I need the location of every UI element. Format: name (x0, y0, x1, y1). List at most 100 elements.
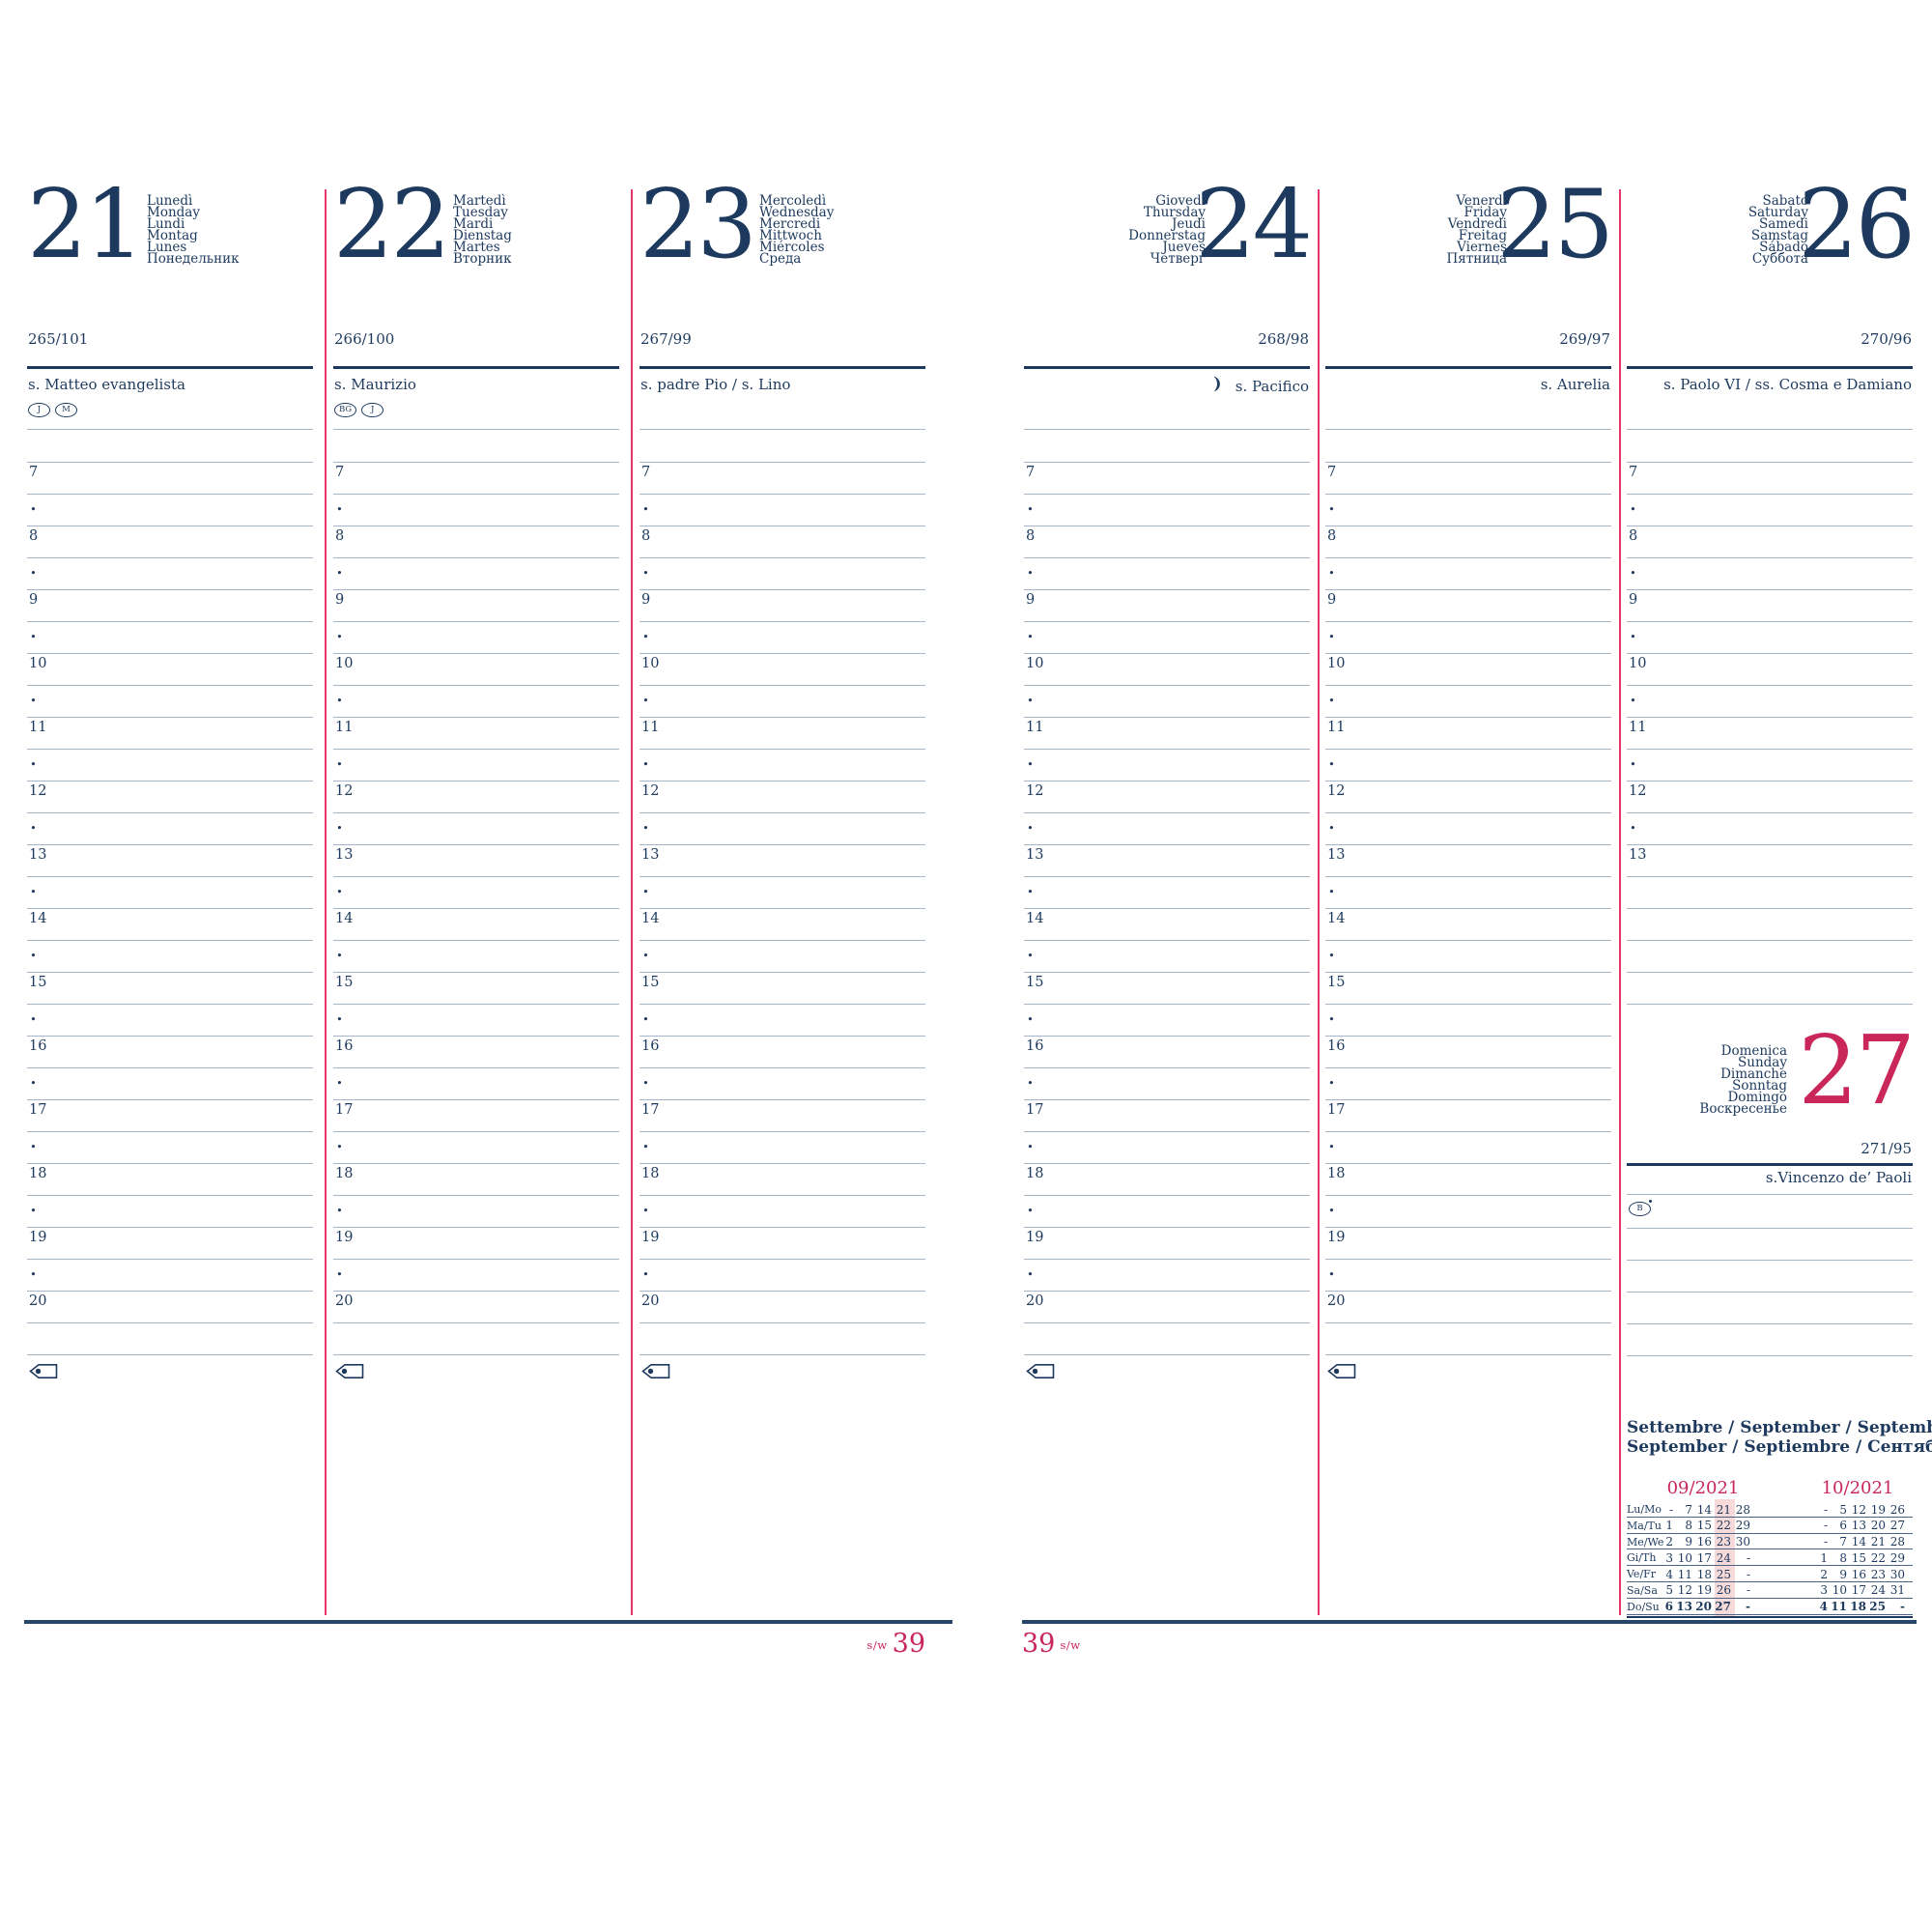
half-hour-dot: • (1328, 1076, 1335, 1090)
hour-label: 7 (1026, 465, 1036, 480)
half-hour-row: • (639, 1005, 925, 1037)
sunday-block: 27 Domenica Sunday Dimanche Sonntag Domingo Во… (1627, 1024, 1916, 1418)
day-name: Воскресенье (1699, 1101, 1787, 1118)
calendar-date-cell: 17 (1696, 1550, 1712, 1565)
day-number: 25 (1496, 170, 1614, 280)
calendar-date-cell: 14 (1696, 1502, 1712, 1517)
hour-row: 8 (1325, 526, 1611, 558)
calendar-date-cell: 9 (1839, 1567, 1847, 1581)
hour-row: 12 (639, 781, 925, 813)
saint-area: s. Aurelia (1325, 369, 1611, 463)
day-name: Sábado (1759, 240, 1808, 256)
hour-label: 20 (29, 1293, 47, 1309)
half-hour-dot: • (1027, 885, 1034, 898)
rule-line (639, 429, 925, 430)
day-name: Пятница (1446, 251, 1507, 268)
week-number: 39 (892, 1629, 925, 1659)
hour-row: 12 (1627, 781, 1913, 813)
blank-ruled-row (1627, 973, 1913, 1005)
day-name: Friday (1463, 205, 1507, 221)
day-name: Samstag (1750, 228, 1808, 244)
day-name: Freitag (1458, 228, 1507, 244)
blank-ruled-row (1024, 1323, 1310, 1355)
half-hour-row: • (1325, 1068, 1611, 1100)
calendar-date-cell: 13 (1676, 1600, 1692, 1614)
hour-row: 8 (639, 526, 925, 558)
blank-ruled-row (27, 1323, 313, 1355)
calendar-date-cell: 5 (1839, 1502, 1847, 1517)
hour-label: 17 (1327, 1102, 1346, 1118)
half-hour-dot: • (1328, 1267, 1335, 1281)
hour-label: 12 (1327, 783, 1346, 799)
hour-label: 18 (641, 1166, 660, 1181)
day-ordinal: 266/100 (334, 330, 395, 348)
saint-area: s. Maurizio BG J (333, 369, 619, 463)
half-hour-dot: • (642, 1140, 649, 1153)
day-of-week-label: Do/Su (1627, 1600, 1660, 1613)
half-hour-dot: • (336, 502, 343, 516)
hour-row: 17 (1325, 1100, 1611, 1132)
saint-name: s. Matteo evangelista (28, 376, 185, 393)
half-hour-dot: • (336, 694, 343, 707)
blank-ruled-row (639, 1323, 925, 1355)
day-header: 25 Venerdì Friday Vendredi Freitag Viernes Пят… (1325, 178, 1614, 369)
calendar-date-cell: 10 (1832, 1583, 1847, 1598)
saint-row: s. Matteo evangelista (28, 376, 185, 393)
day-name: Donnerstag (1128, 228, 1206, 244)
half-hour-row: • (27, 558, 313, 590)
half-hour-row: • (639, 558, 925, 590)
day-name: Jueves (1162, 240, 1206, 256)
hour-label: 8 (641, 528, 651, 544)
blank-ruled-row (1627, 941, 1913, 973)
right-page-bottom-rule (1022, 1620, 1917, 1624)
hour-row: 19 (1024, 1228, 1310, 1260)
week-number: 39 (1022, 1629, 1056, 1659)
half-hour-row: • (27, 1260, 313, 1292)
half-hour-dot: • (336, 1267, 343, 1281)
half-hour-dot: • (1328, 1140, 1335, 1153)
day-name: Суббота (1751, 251, 1808, 268)
day-number: 22 (333, 170, 451, 280)
hour-label: 17 (335, 1102, 354, 1118)
day-number: 24 (1195, 170, 1313, 280)
hour-label: 10 (1026, 656, 1044, 671)
half-hour-dot: • (1328, 885, 1335, 898)
hour-label: 9 (1327, 592, 1337, 608)
header-rule (1627, 1163, 1913, 1166)
day-name: Thursday (1143, 205, 1206, 221)
half-hour-row: • (639, 622, 925, 654)
half-hour-row: • (639, 877, 925, 909)
hour-row: 15 (27, 973, 313, 1005)
calendar-date-cell: - (1668, 1502, 1673, 1517)
half-hour-dot: • (30, 1076, 37, 1090)
calendar-date-cell: 21 (1870, 1535, 1886, 1549)
half-hour-row: • (27, 1196, 313, 1228)
hour-row: 10 (1627, 654, 1913, 686)
calendar-date-cell: 3 (1820, 1583, 1828, 1598)
half-hour-dot: • (1027, 1140, 1034, 1153)
week-number-left: s/w 39 (24, 1631, 925, 1657)
calendar-date-cell: 29 (1889, 1550, 1905, 1565)
hour-label: 12 (335, 783, 354, 799)
week-number-right: 39 s/w (1022, 1631, 1081, 1657)
hour-label: 12 (641, 783, 660, 799)
hour-row: 20 (1024, 1292, 1310, 1323)
hour-row: 13 (1024, 845, 1310, 877)
half-hour-dot: • (642, 694, 649, 707)
tag-bookmark-icon (641, 1363, 925, 1383)
hour-label: 13 (335, 847, 354, 863)
rule-line (1627, 1194, 1913, 1195)
mini-calendar-row: Sa/Sa 5 12 19 26- 3 10 17 24 31 (1627, 1582, 1913, 1599)
half-hour-row: • (27, 941, 313, 973)
hour-label: 18 (1327, 1166, 1346, 1181)
day-name: Domingo (1727, 1090, 1787, 1106)
calendar-date-cell: 7 (1685, 1502, 1692, 1517)
half-hour-dot: • (1027, 630, 1034, 643)
hour-label: 14 (1026, 911, 1044, 926)
calendar-date-cell: 4 (1665, 1567, 1673, 1581)
rule-line (1627, 429, 1913, 430)
half-hour-row: • (1627, 558, 1913, 590)
half-hour-dot: • (30, 1267, 37, 1281)
calendar-date-cell: 23 (1870, 1567, 1886, 1581)
day-ordinal: 269/97 (1559, 330, 1610, 348)
